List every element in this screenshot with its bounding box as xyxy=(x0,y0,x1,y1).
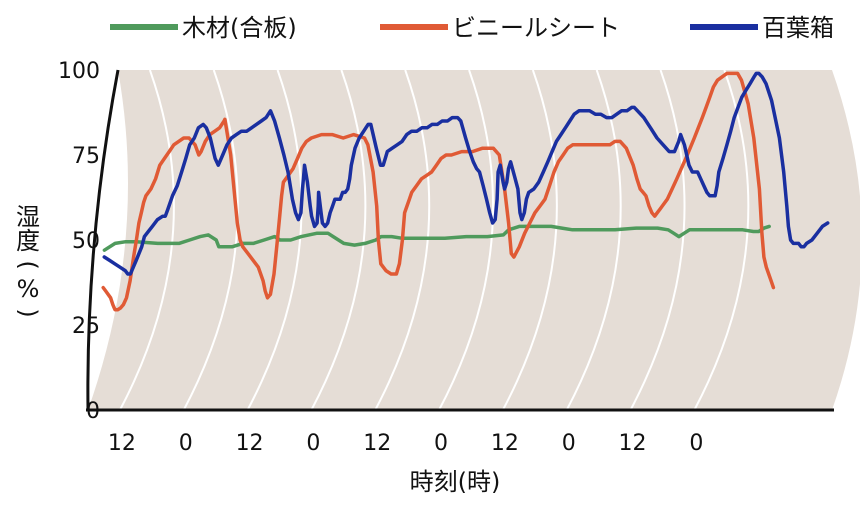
x-tick-label-5: 0 xyxy=(434,431,448,456)
x-tick-label-9: 0 xyxy=(689,431,703,456)
series-lines xyxy=(101,71,830,312)
x-tick-label-4: 12 xyxy=(363,431,391,456)
x-tick-label-8: 12 xyxy=(619,431,647,456)
plot-area xyxy=(86,69,860,412)
y-tick-label-0: 0 xyxy=(86,399,100,424)
series-line-0 xyxy=(102,224,771,252)
x-axis-title: 時刻(時) xyxy=(410,468,501,496)
x-tick-label-0: 12 xyxy=(108,431,136,456)
x-tick-label-7: 0 xyxy=(562,431,576,456)
grid-line-1 xyxy=(182,69,239,411)
y-axis-line xyxy=(86,69,120,411)
y-axis-title-char-2: ( xyxy=(14,260,42,269)
legend-label-0: 木材(合板) xyxy=(182,14,297,42)
x-tick-label-2: 12 xyxy=(236,431,264,456)
grid-line-0 xyxy=(119,69,175,411)
legend-label-2: 百葉箱 xyxy=(762,14,834,42)
y-axis-title-char-4: ) xyxy=(14,308,42,317)
grid-line-5 xyxy=(438,69,495,411)
grid-line-8 xyxy=(629,69,686,411)
series-line-2 xyxy=(102,71,830,276)
grid-line-7 xyxy=(565,69,622,411)
y-tick-label-1: 25 xyxy=(72,314,100,339)
legend-label-1: ビニールシート xyxy=(452,14,620,42)
y-axis-title-char-1: 度 xyxy=(16,227,40,255)
plot-background xyxy=(88,70,860,410)
y-tick-label-2: 50 xyxy=(72,229,100,254)
grid-line-9 xyxy=(693,69,750,411)
y-tick-label-4: 100 xyxy=(58,59,100,84)
x-tick-label-1: 0 xyxy=(179,431,193,456)
y-axis-title-char-3: % xyxy=(17,275,40,303)
x-tick-labels: 12 0 12 0 12 0 12 0 12 0 xyxy=(108,431,703,456)
y-axis-title: 湿度 (%) xyxy=(14,203,42,318)
grid-line-3 xyxy=(310,69,367,411)
grid-lines xyxy=(119,69,750,411)
x-tick-label-6: 12 xyxy=(491,431,519,456)
grid-line-2 xyxy=(246,69,303,411)
y-tick-label-3: 75 xyxy=(72,144,100,169)
y-axis-title-char-0: 湿 xyxy=(16,203,40,231)
y-tick-labels: 0 25 50 75 100 xyxy=(58,59,100,424)
grid-line-6 xyxy=(501,69,558,411)
legend: 木材(合板) ビニールシート 百葉箱 xyxy=(110,14,834,42)
x-tick-label-3: 0 xyxy=(306,431,320,456)
